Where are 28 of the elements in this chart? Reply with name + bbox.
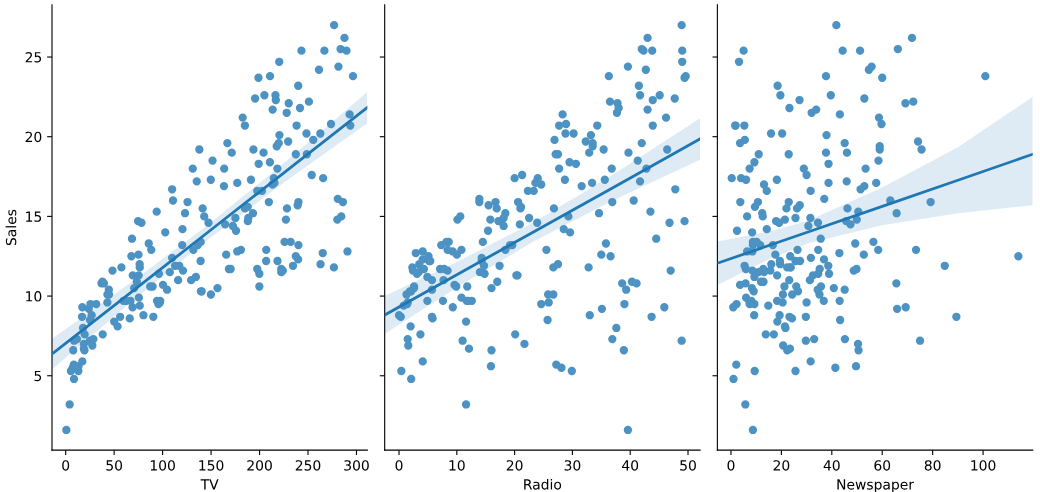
y-tick-label: 15	[26, 211, 42, 222]
y-tick-label: 25	[25, 52, 42, 63]
x-tick-label: 250	[295, 460, 321, 471]
x-tick-label: 40	[622, 460, 639, 471]
y-tick-label: 10	[26, 291, 42, 302]
x-tick-label: 200	[247, 460, 272, 471]
x-tick-label: 300	[344, 460, 369, 471]
y-axis-title: Sales	[5, 209, 17, 246]
x-tick-label: 0	[727, 460, 735, 471]
x-axis-title: Newspaper	[837, 479, 915, 492]
x-axis-title: TV	[200, 479, 219, 490]
x-tick-label: 100	[150, 460, 175, 471]
x-tick-label: 0	[62, 460, 70, 471]
x-tick-label: 60	[874, 460, 891, 471]
y-tick-label: 20	[25, 131, 42, 143]
x-tick-label: 0	[395, 460, 403, 471]
x-axis-title: Radio	[524, 478, 562, 490]
x-tick-label: 40	[823, 460, 840, 471]
x-tick-label: 50	[680, 460, 696, 471]
x-tick-label: 20	[773, 460, 790, 471]
x-tick-label: 30	[564, 460, 581, 471]
y-tick-label: 5	[34, 370, 42, 382]
x-tick-label: 10	[449, 460, 465, 471]
x-tick-label: 150	[199, 460, 224, 471]
x-tick-label: 80	[924, 460, 941, 471]
x-tick-label: 100	[971, 460, 996, 471]
x-tick-label: 20	[506, 460, 523, 471]
x-tick-label: 50	[106, 460, 123, 471]
